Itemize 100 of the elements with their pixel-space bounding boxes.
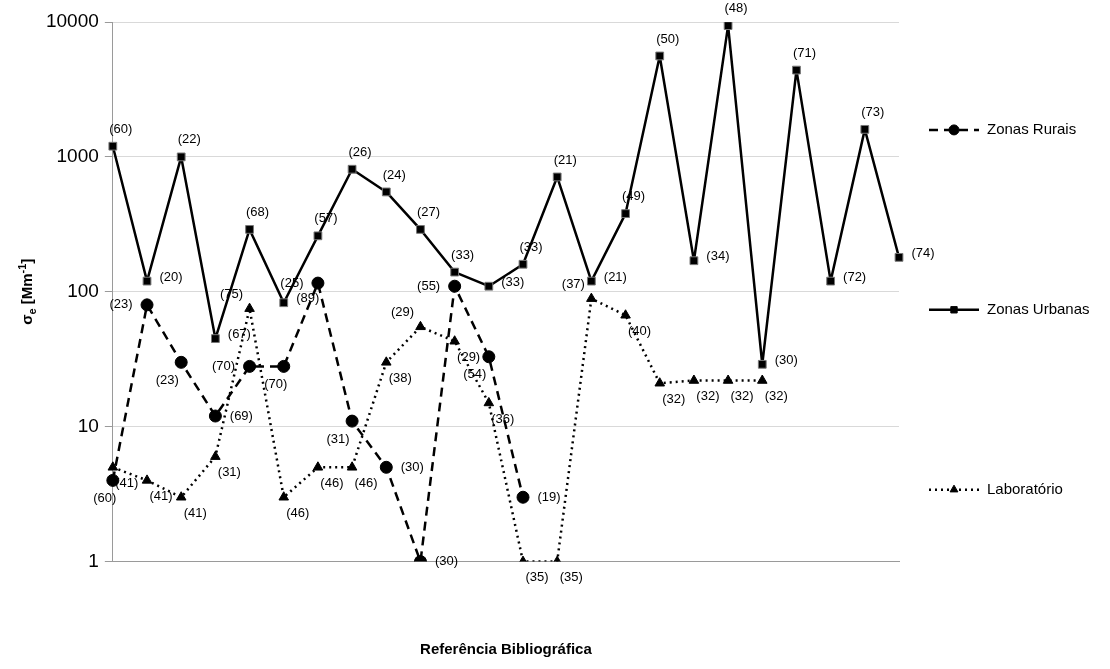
point [516,490,530,504]
point [346,461,358,471]
text: (35) [525,569,549,585]
y-tick-label: 1000 [56,145,99,167]
point [860,124,870,134]
point [586,276,596,286]
point [484,281,494,291]
point [655,51,665,61]
y-tick-label: 100 [67,280,99,302]
annotation: (68) [246,204,270,219]
annotation: (36) [491,410,515,426]
point [176,152,186,162]
y-tick-label: 10000 [45,10,99,32]
point [312,461,324,471]
point [210,450,221,460]
point [141,474,153,484]
annotation: (21) [553,151,577,167]
point [620,309,631,319]
annotation: (32) [696,388,720,404]
annotation: (50) [656,30,680,46]
annotation: (34) [706,248,730,264]
point [518,259,528,269]
annotation: (67) [227,326,251,342]
point [415,320,426,331]
point [345,414,359,428]
text: (48) [724,0,748,16]
point [894,252,904,262]
annotation: (21) [603,268,627,284]
annotation: (29) [457,348,481,364]
point [244,302,255,312]
point [381,356,392,366]
annotation: (60) [93,489,117,505]
annotation: (60) [109,120,133,136]
text: (35) [559,569,583,585]
annotation: (19) [537,488,561,504]
annotation: (31) [217,464,241,480]
y-tick-label: 1 [88,549,99,571]
annotation: (24) [382,166,406,182]
point [313,231,323,241]
point [757,374,768,384]
annotation: (23) [109,296,133,312]
point [586,292,597,302]
point [278,491,289,501]
annotation: (26) [348,143,372,159]
annotation: (20) [159,268,183,284]
annotation: (46) [320,474,344,490]
annotation: (46) [286,504,310,520]
point [245,225,254,234]
annotation: (33) [501,273,525,289]
point [142,276,152,286]
point [108,141,118,151]
point [483,396,495,407]
annotation: (55) [417,277,441,293]
x-axis-title: Referência Bibliográfica [420,640,593,658]
annotation: (32) [730,388,754,404]
point [448,279,462,293]
point [208,409,222,423]
annotation: (37) [561,276,585,292]
annotation: (22) [177,131,201,147]
annotation: (70) [264,375,288,391]
annotation: (32) [764,388,788,404]
point [277,359,291,373]
text: (74) [911,244,935,260]
annotation: (29) [390,304,415,320]
point [654,377,665,387]
annotation: (89) [296,290,320,306]
point [107,461,119,471]
point [210,334,220,343]
point [140,298,154,312]
annotation: (23) [155,371,179,387]
annotation: (41) [183,504,207,520]
legend-label: Laboratório [987,479,1063,497]
legend-label: Zonas Rurais [987,120,1077,138]
point [416,225,425,234]
annotation: (30) [774,351,798,367]
point [449,335,460,345]
y-tick-label: 10 [77,414,99,436]
annotation: (27) [416,204,441,219]
annotation: (70) [212,357,236,373]
point [621,209,630,218]
point [279,298,289,308]
point [381,187,391,197]
point [482,350,496,364]
annotation: (73) [861,103,885,119]
annotation: (54) [463,366,487,382]
annotation: (72) [843,268,867,284]
annotation: (69) [229,407,253,423]
annotation: (40) [627,322,652,338]
annotation: (31) [326,430,350,446]
point [175,491,187,501]
point [757,359,767,369]
annotation: (33) [451,246,475,262]
point [792,65,801,75]
point [722,374,734,384]
point [826,276,836,286]
point [174,355,188,369]
point [347,164,357,174]
point [450,267,460,277]
annotation: (30) [434,553,459,569]
annotation: (46) [354,474,378,490]
